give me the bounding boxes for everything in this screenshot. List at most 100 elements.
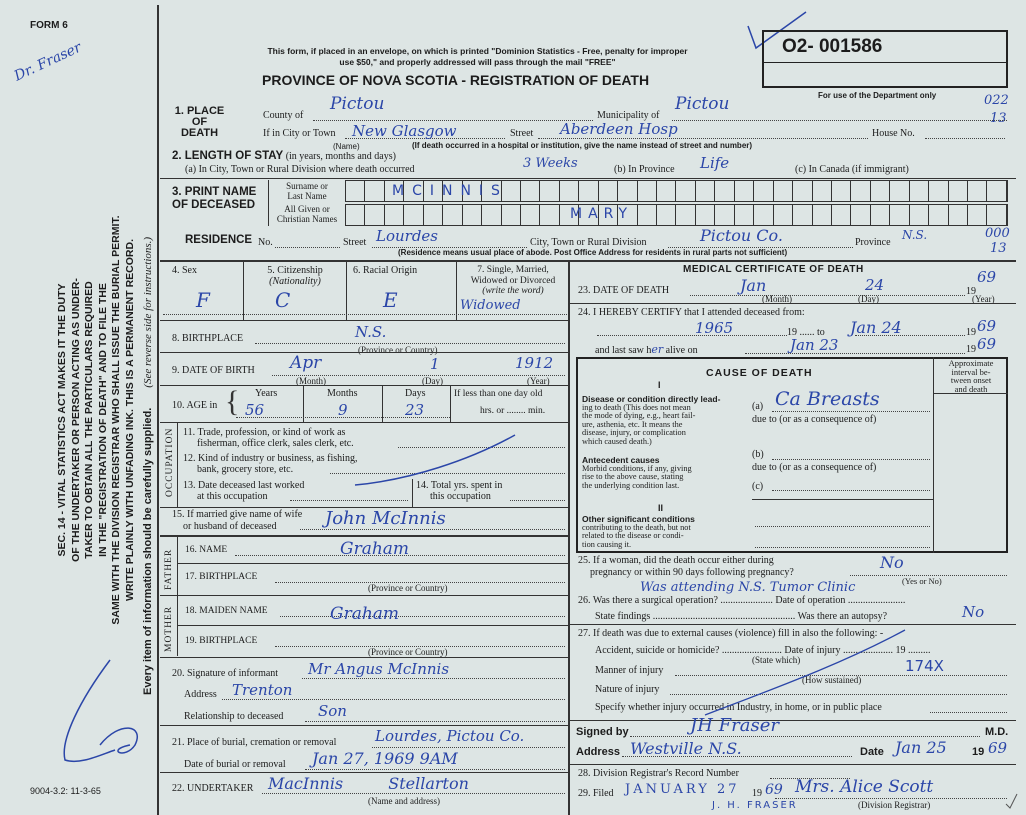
letter-cell[interactable]: [813, 205, 832, 225]
letter-cell[interactable]: [443, 205, 463, 225]
attended-to-field[interactable]: [855, 335, 965, 336]
burial-place-field[interactable]: [372, 747, 565, 748]
cause-b-field[interactable]: [772, 459, 930, 460]
letter-cell[interactable]: [424, 205, 444, 225]
letter-cell[interactable]: [793, 205, 813, 225]
burial-date-field[interactable]: [305, 769, 565, 770]
pregnancy-field[interactable]: [850, 575, 1007, 576]
house-field[interactable]: [925, 138, 1005, 139]
letter-cell[interactable]: [851, 181, 871, 201]
letter-cell[interactable]: [657, 181, 677, 201]
letter-cell[interactable]: [521, 205, 541, 225]
letter-cell[interactable]: [774, 205, 794, 225]
letter-cell[interactable]: [482, 205, 502, 225]
letter-cell[interactable]: [463, 205, 483, 225]
informant-address-field[interactable]: [222, 699, 565, 700]
letter-cell[interactable]: [890, 181, 910, 201]
letter-cell[interactable]: [638, 181, 657, 201]
date-of-death-field[interactable]: [690, 295, 965, 296]
letter-cell[interactable]: [346, 181, 366, 201]
letter-cell[interactable]: [424, 181, 444, 201]
letter-cell[interactable]: [404, 181, 424, 201]
registrar-field[interactable]: [775, 798, 1007, 799]
letter-cell[interactable]: [404, 205, 424, 225]
date-of-birth-field[interactable]: [272, 375, 565, 376]
municipality-field[interactable]: [672, 120, 1007, 121]
record-number-field[interactable]: [770, 778, 850, 779]
manner-field[interactable]: [675, 675, 1007, 676]
letter-cell[interactable]: [774, 181, 794, 201]
residence-city-field[interactable]: [668, 247, 853, 248]
residence-no-field[interactable]: [275, 247, 340, 248]
street-field[interactable]: [538, 138, 868, 139]
letter-cell[interactable]: [832, 205, 852, 225]
undertaker-field[interactable]: [262, 793, 565, 794]
letter-cell[interactable]: [949, 205, 968, 225]
letter-cell[interactable]: [599, 205, 619, 225]
letter-cell[interactable]: [987, 181, 1007, 201]
letter-cell[interactable]: [890, 205, 910, 225]
letter-cell[interactable]: [463, 181, 483, 201]
letter-cell[interactable]: [560, 205, 580, 225]
letter-cell[interactable]: [482, 181, 502, 201]
other-conditions-field[interactable]: [755, 526, 930, 527]
letter-cell[interactable]: [696, 181, 716, 201]
letter-cell[interactable]: [832, 181, 852, 201]
letter-cell[interactable]: [929, 205, 949, 225]
letter-cell[interactable]: [851, 205, 871, 225]
letter-cell[interactable]: [715, 205, 735, 225]
hrs-min-field[interactable]: hrs. or ........ min.: [480, 406, 546, 416]
birthplace-field[interactable]: [255, 343, 565, 344]
letter-cell[interactable]: [987, 205, 1007, 225]
letter-cell[interactable]: [871, 181, 891, 201]
letter-cell[interactable]: [929, 181, 949, 201]
surname-grid[interactable]: [345, 180, 1008, 202]
letter-cell[interactable]: [579, 205, 599, 225]
letter-cell[interactable]: [754, 181, 774, 201]
last-worked-field[interactable]: [290, 500, 408, 501]
spouse-field[interactable]: [300, 529, 565, 530]
letter-cell[interactable]: [599, 181, 619, 201]
letter-cell[interactable]: [968, 181, 988, 201]
age-field[interactable]: [236, 417, 450, 418]
trade-field[interactable]: [398, 447, 565, 448]
total-years-field[interactable]: [510, 500, 565, 501]
signed-by-field[interactable]: [630, 736, 980, 737]
letter-cell[interactable]: [910, 205, 930, 225]
letter-cell[interactable]: [813, 181, 832, 201]
mother-maiden-name-field[interactable]: [280, 616, 565, 617]
letter-cell[interactable]: [638, 205, 657, 225]
city-field[interactable]: [345, 138, 505, 139]
letter-cell[interactable]: [618, 181, 638, 201]
letter-cell[interactable]: [793, 181, 813, 201]
physician-address-field[interactable]: [622, 756, 852, 757]
other-conditions-field[interactable]: [755, 547, 930, 548]
letter-cell[interactable]: [365, 205, 385, 225]
row-4-7-field[interactable]: [163, 314, 567, 315]
letter-cell[interactable]: [502, 205, 521, 225]
letter-cell[interactable]: [871, 205, 891, 225]
letter-cell[interactable]: [385, 205, 405, 225]
specify-field[interactable]: [930, 712, 1007, 713]
letter-cell[interactable]: [618, 205, 638, 225]
letter-cell[interactable]: [502, 181, 521, 201]
letter-cell[interactable]: [968, 205, 988, 225]
letter-cell[interactable]: [560, 181, 580, 201]
county-field[interactable]: [313, 120, 593, 121]
attended-from-field[interactable]: [597, 335, 787, 336]
letter-cell[interactable]: [365, 181, 385, 201]
letter-cell[interactable]: [735, 205, 755, 225]
industry-field[interactable]: [330, 473, 565, 474]
letter-cell[interactable]: [579, 181, 599, 201]
nature-field[interactable]: [670, 694, 1007, 695]
letter-cell[interactable]: [657, 205, 677, 225]
letter-cell[interactable]: [715, 181, 735, 201]
cause-c-field[interactable]: [772, 490, 930, 491]
letter-cell[interactable]: [735, 181, 755, 201]
father-name-field[interactable]: [235, 555, 565, 556]
letter-cell[interactable]: [346, 205, 366, 225]
given-names-grid[interactable]: [345, 204, 1008, 226]
letter-cell[interactable]: [754, 205, 774, 225]
father-birthplace-field[interactable]: [275, 582, 565, 583]
letter-cell[interactable]: [676, 205, 696, 225]
